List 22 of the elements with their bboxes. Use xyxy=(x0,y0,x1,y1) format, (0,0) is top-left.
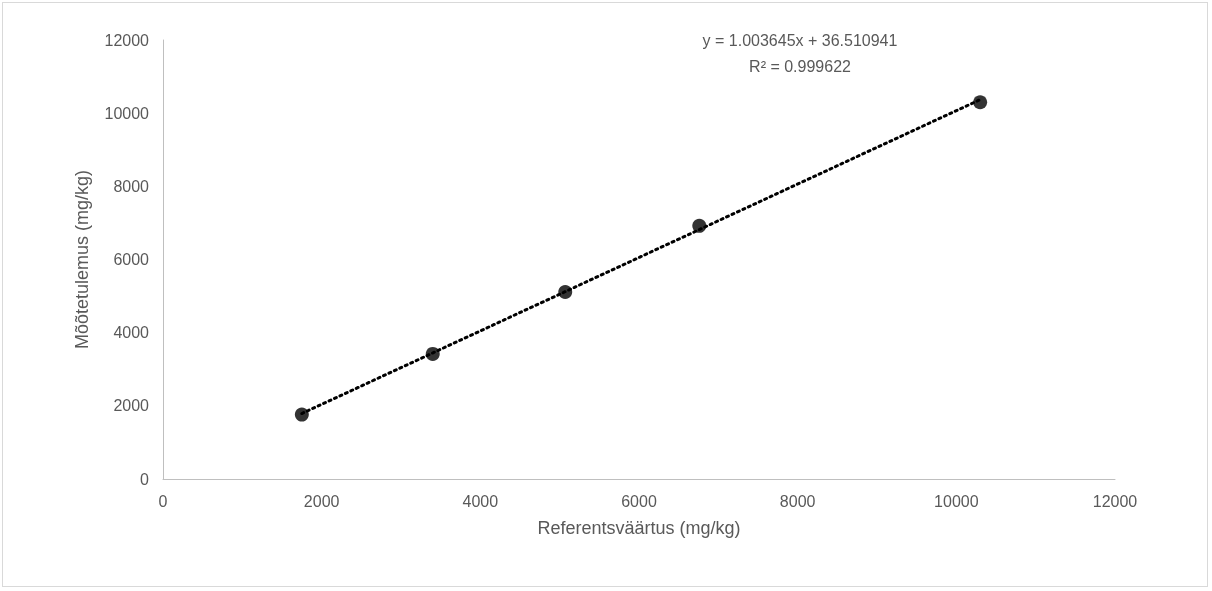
y-tick-label: 0 xyxy=(140,470,150,488)
y-tick-label: 6000 xyxy=(113,251,150,268)
x-tick-label: 0 xyxy=(158,492,168,510)
x-tick-label: 12000 xyxy=(1092,492,1138,510)
y-tick-label: 10000 xyxy=(104,104,150,122)
x-tick-label: 10000 xyxy=(934,492,979,510)
x-tick-label: 8000 xyxy=(779,492,816,510)
point xyxy=(425,346,440,361)
point xyxy=(692,218,707,233)
point xyxy=(558,285,573,300)
point xyxy=(294,407,309,422)
x-tick-label: 4000 xyxy=(462,492,499,510)
y-tick-label: 2000 xyxy=(113,397,150,415)
y-tick-label: 8000 xyxy=(113,177,150,195)
point xyxy=(973,95,988,110)
y-tick-label: 12000 xyxy=(104,31,150,49)
y-tick-label: 4000 xyxy=(113,324,150,342)
x-axis-title: Referentsväärtus (mg/kg) xyxy=(537,518,741,538)
annotation: y = 1.003645x + 36.510941 R² = 0.999622 xyxy=(702,31,898,75)
y-axis-title: Mõõtetulemus (mg/kg) xyxy=(72,169,92,350)
x-tick-label: 2000 xyxy=(303,492,340,510)
x-tick-label: 6000 xyxy=(621,492,657,510)
